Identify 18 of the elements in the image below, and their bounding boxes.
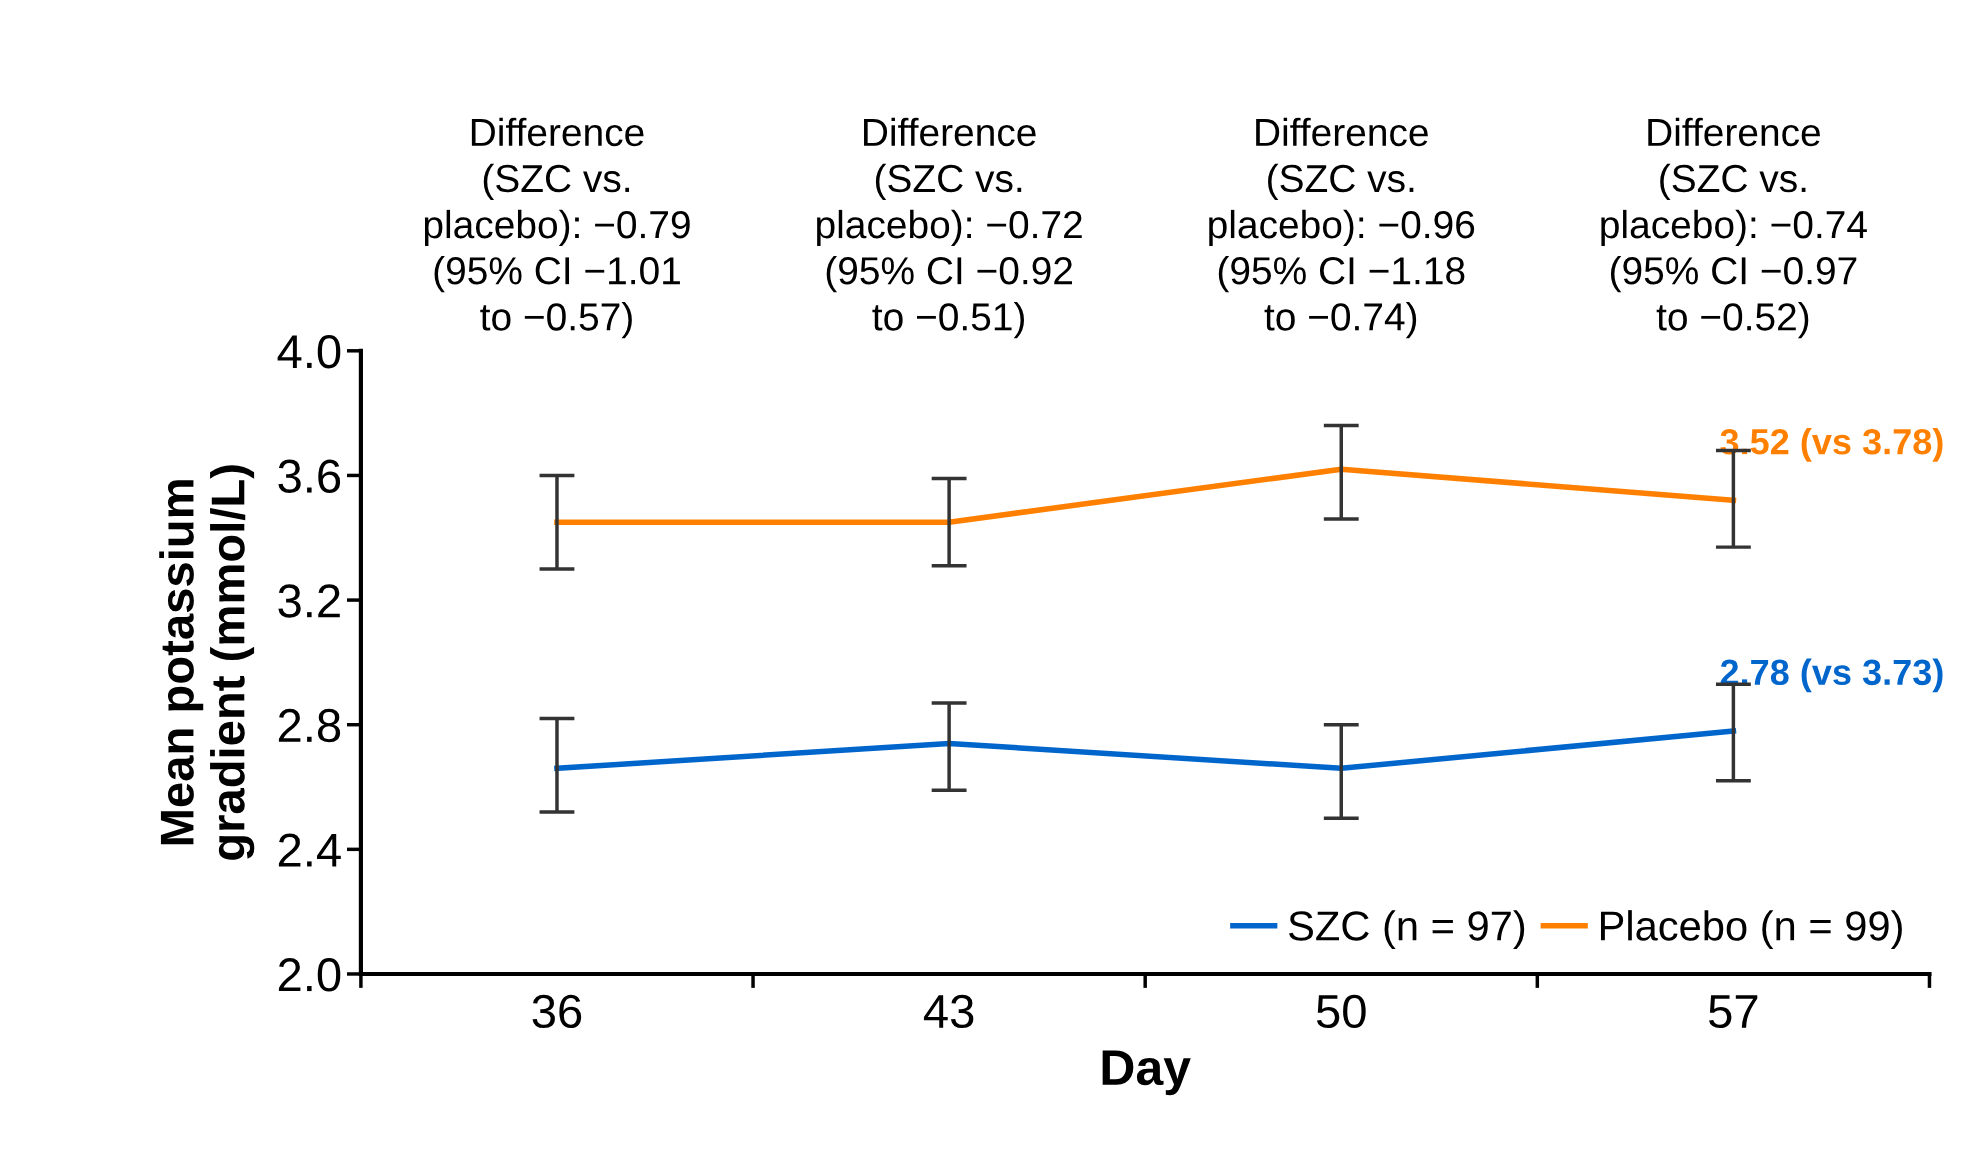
x-tick-label: 50 [1316,994,1366,1029]
x-tick-label: 57 [1709,995,1758,1029]
y-axis-title: Mean potassium gradient (mmol/L) [159,465,255,860]
x-tick-label: 36 [532,994,582,1029]
legend-label: SZC (n = 97) [1288,910,1525,949]
text: Difference (SZC vs. placebo): −0.79 (95% CI −1.01 to −0.57) [424,117,690,339]
x-axis-title: Day [1102,1050,1191,1096]
x-tick-label: 43 [923,994,974,1029]
y-tick-label: 2.8 [278,708,341,743]
legend-label: Placebo (n = 99) [1600,910,1902,949]
text: Difference (SZC vs. placebo): −0.96 (95% CI −1.18 to −0.74) [1209,117,1475,339]
y-tick-label: 3.2 [278,584,340,618]
y-tick-label: 3.6 [278,459,341,494]
y-tick-label: 4.0 [277,334,341,369]
text: Difference (SZC vs. placebo): −0.72 (95% CI −0.92 to −0.51) [817,117,1082,339]
y-tick-label: 2.4 [278,833,341,867]
y-tick-label: 2.0 [278,958,341,992]
text: Difference (SZC vs. placebo): −0.74 (95% CI −0.97 to −0.52) [1601,117,1867,339]
